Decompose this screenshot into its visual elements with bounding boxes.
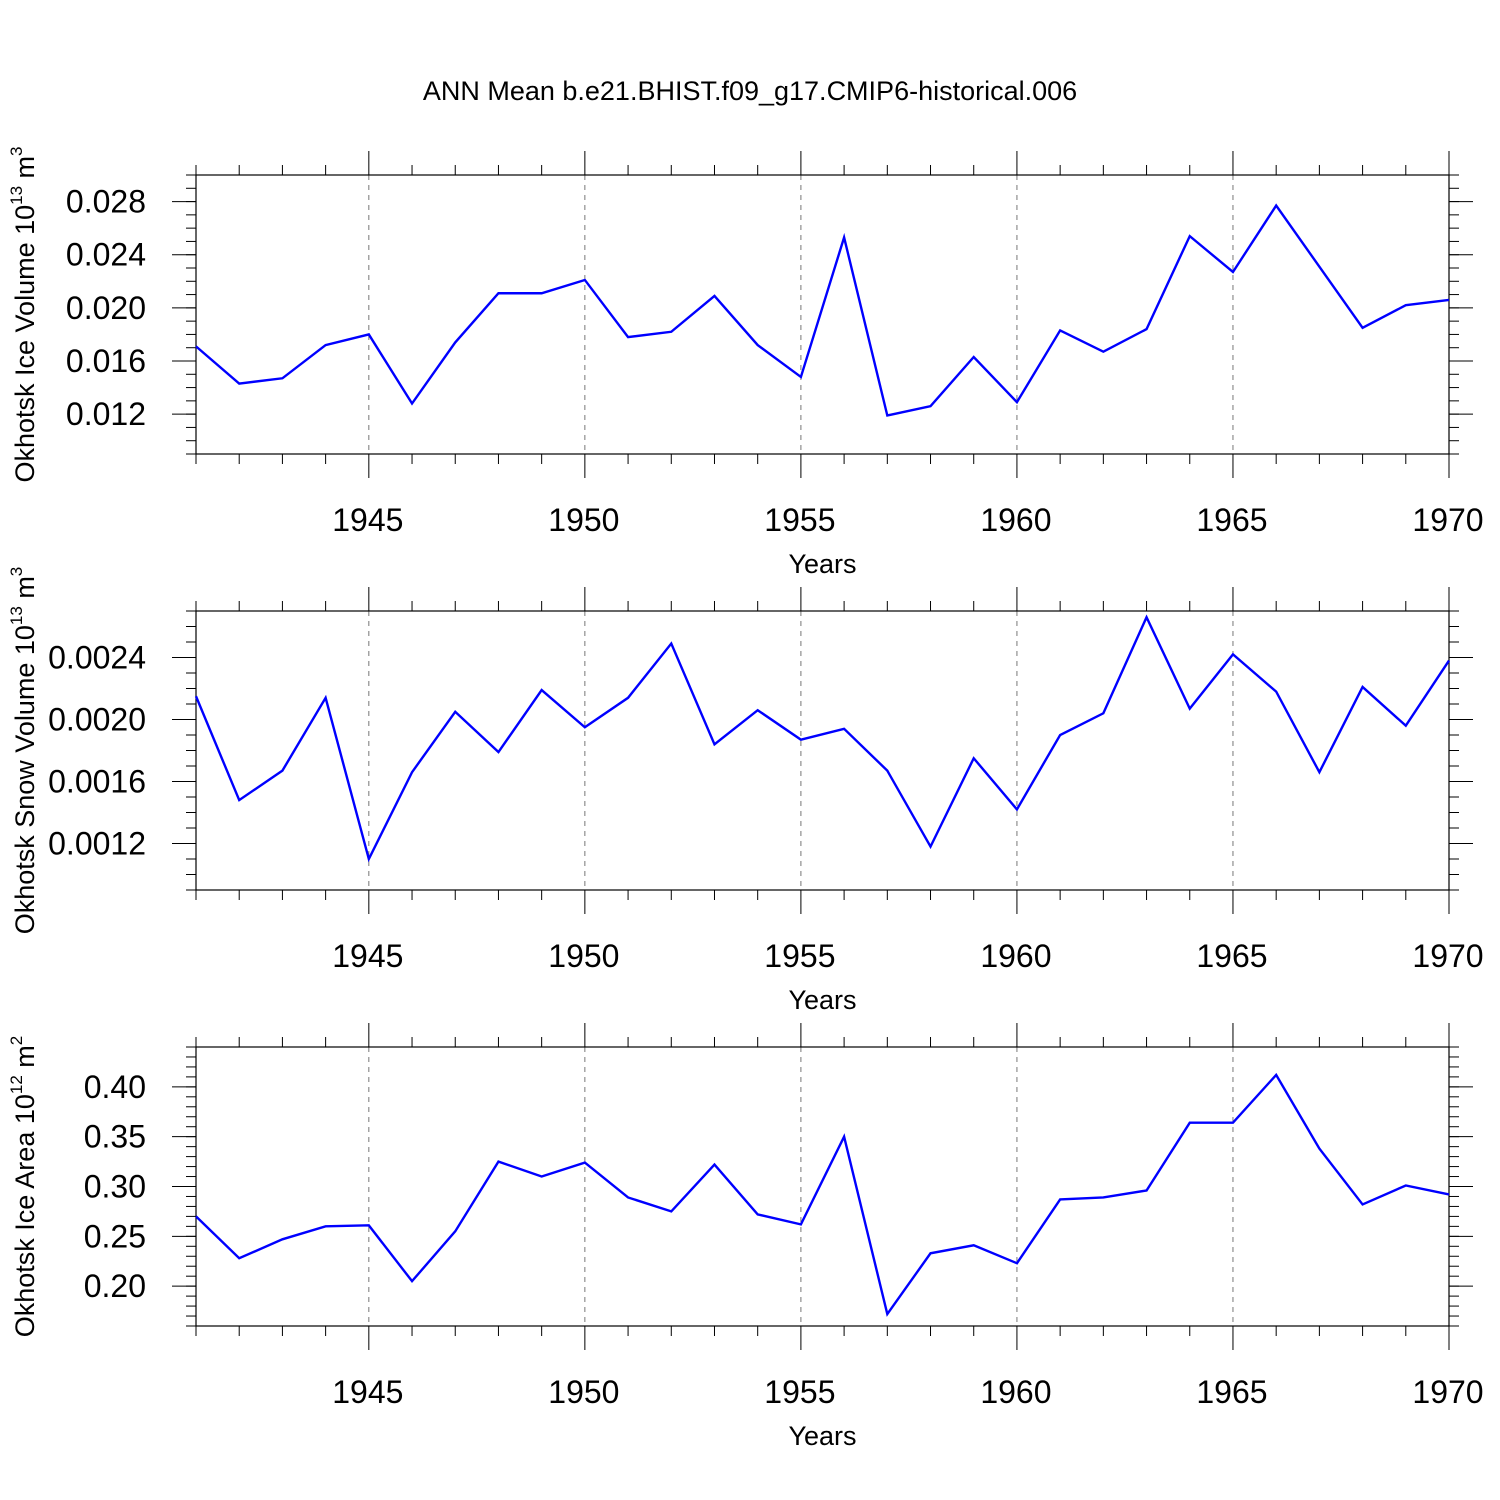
panel-1: 0.012 0.016 0.020 0.024 0.028 1945 1950 1955 196… bbox=[7, 146, 1484, 579]
y-axis-label-unit: m bbox=[10, 576, 40, 606]
plot-frame bbox=[195, 610, 1450, 891]
x-tick-label: 1955 bbox=[764, 502, 835, 538]
y-axis-label: Okhotsk Snow Volume 1013 m3 bbox=[7, 567, 40, 935]
x-tick-label: 1965 bbox=[1196, 1374, 1267, 1410]
panel-2: 0.0012 0.0016 0.0020 0.0024 1945 1950 1955 1960… bbox=[7, 567, 1484, 1015]
plot-frame bbox=[195, 1046, 1450, 1327]
x-axis-label: Years bbox=[788, 549, 856, 579]
x-axis-label: Years bbox=[788, 985, 856, 1015]
y-axis-label: Okhotsk Ice Volume 1013 m3 bbox=[7, 146, 40, 482]
panel-3: 0.20 0.25 0.30 0.35 0.40 1945 1950 1955 1960 1965… bbox=[7, 1023, 1484, 1451]
y-axis-label-unit: m bbox=[10, 156, 40, 186]
plot-frame bbox=[195, 174, 1450, 455]
y-axis-label-unit-power: 2 bbox=[7, 1036, 26, 1045]
y-axis-label: Okhotsk Ice Area 1012 m2 bbox=[7, 1036, 40, 1338]
y-tick-label: 0.012 bbox=[66, 396, 146, 432]
figure-title: ANN Mean b.e21.BHIST.f09_g17.CMIP6-histo… bbox=[423, 76, 1077, 106]
x-tick-label: 1955 bbox=[764, 1374, 835, 1410]
x-tick-label: 1945 bbox=[332, 938, 403, 974]
y-axis-label-text: Okhotsk Snow Volume 10 bbox=[10, 625, 40, 934]
x-tick-label: 1970 bbox=[1412, 1374, 1483, 1410]
y-tick-label: 0.0012 bbox=[48, 826, 146, 862]
x-tick-label: 1960 bbox=[980, 938, 1051, 974]
y-tick-label: 0.028 bbox=[66, 184, 146, 220]
y-tick-label: 0.0020 bbox=[48, 702, 146, 738]
y-axis-label-unit-power: 3 bbox=[7, 567, 26, 576]
series-line bbox=[195, 203, 1450, 417]
y-axis-label-unit: m bbox=[10, 1045, 40, 1075]
x-tick-label: 1950 bbox=[548, 502, 619, 538]
y-tick-label: 0.024 bbox=[66, 237, 146, 273]
y-tick-label: 0.0024 bbox=[48, 640, 146, 676]
y-axis-label-exponent: 12 bbox=[7, 1075, 26, 1094]
x-tick-label: 1965 bbox=[1196, 502, 1267, 538]
y-tick-label: 0.40 bbox=[84, 1069, 146, 1105]
x-tick-label: 1965 bbox=[1196, 938, 1267, 974]
x-tick-label: 1960 bbox=[980, 1374, 1051, 1410]
y-tick-label: 0.016 bbox=[66, 343, 146, 379]
y-tick-label: 0.25 bbox=[84, 1218, 146, 1254]
x-axis-label: Years bbox=[788, 1421, 856, 1451]
y-tick-label: 0.35 bbox=[84, 1119, 146, 1155]
y-tick-label: 0.20 bbox=[84, 1268, 146, 1304]
y-axis-label-exponent: 13 bbox=[7, 186, 26, 205]
x-tick-label: 1950 bbox=[548, 1374, 619, 1410]
y-axis-label-exponent: 13 bbox=[7, 606, 26, 625]
x-tick-label: 1945 bbox=[332, 502, 403, 538]
series-line bbox=[195, 1072, 1450, 1317]
x-tick-label: 1945 bbox=[332, 1374, 403, 1410]
y-axis-label-unit-power: 3 bbox=[7, 146, 26, 155]
y-axis-label-text: Okhotsk Ice Area 10 bbox=[10, 1094, 40, 1337]
y-tick-label: 0.020 bbox=[66, 290, 146, 326]
y-tick-label: 0.0016 bbox=[48, 764, 146, 800]
x-tick-label: 1950 bbox=[548, 938, 619, 974]
y-tick-label: 0.30 bbox=[84, 1169, 146, 1205]
y-axis-label-text: Okhotsk Ice Volume 10 bbox=[10, 205, 40, 483]
x-tick-label: 1960 bbox=[980, 502, 1051, 538]
x-tick-label: 1970 bbox=[1412, 938, 1483, 974]
x-tick-label: 1955 bbox=[764, 938, 835, 974]
series-line bbox=[194, 614, 1450, 863]
x-tick-label: 1970 bbox=[1412, 502, 1483, 538]
